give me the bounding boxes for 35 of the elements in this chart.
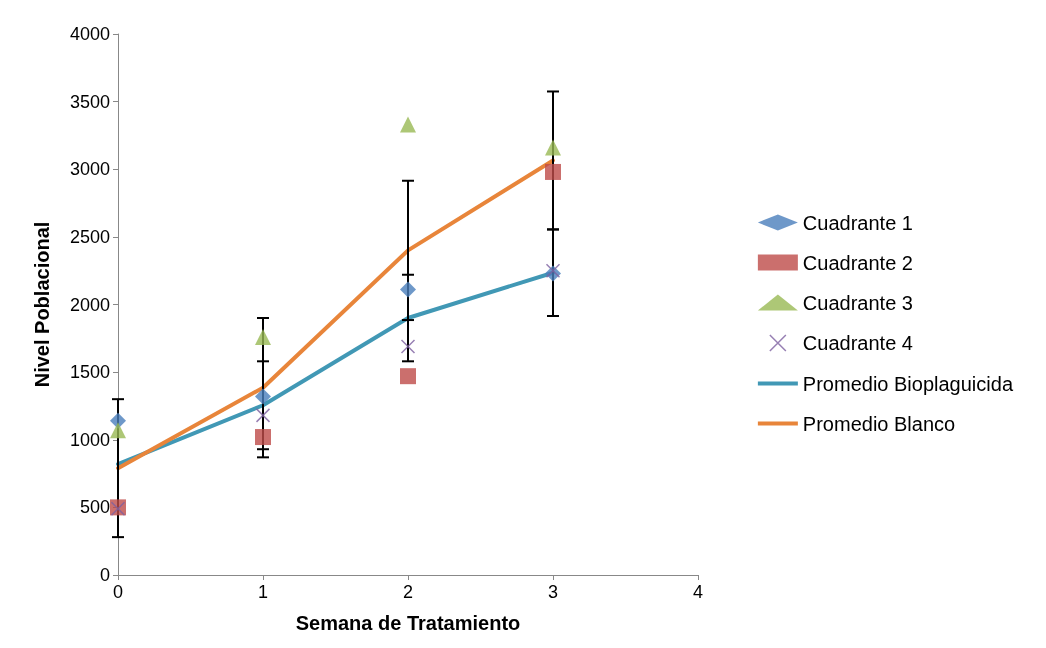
point (400, 368, 416, 385)
y-tick-label: 2500 (69, 226, 110, 247)
y-axis-title: Nivel Poblacional (31, 221, 53, 388)
legend-label: Cuadrante 2 (802, 251, 913, 274)
x-tick-label: 2 (402, 582, 414, 602)
point (545, 263, 561, 278)
line-series (116, 158, 555, 471)
point (400, 339, 416, 354)
y-tick-label: 4000 (69, 24, 110, 44)
point (255, 408, 271, 423)
point (400, 281, 416, 298)
legend-label: Cuadrante 1 (802, 211, 913, 234)
point (545, 163, 561, 180)
legend-label: Cuadrante 3 (802, 291, 913, 314)
y-tick-label: 500 (79, 497, 110, 518)
x-tick-label: 3 (547, 582, 559, 602)
point (110, 422, 126, 439)
y-tick-label: 1000 (69, 429, 110, 450)
y-tick-label: 3500 (69, 91, 110, 112)
point (400, 116, 416, 133)
x-tick-label: 1 (257, 582, 269, 602)
legend-label: Cuadrante 4 (802, 332, 913, 354)
x-tick-label: 4 (692, 582, 704, 602)
point (255, 388, 271, 405)
y-tick-label: 0 (99, 565, 110, 585)
y-tick-label: 1500 (69, 362, 110, 383)
x-axis-title: Semana de Tratamiento (295, 612, 521, 634)
point (545, 139, 561, 156)
legend-label: Promedio Blanco (802, 412, 956, 435)
y-tick-label: 2000 (69, 294, 110, 315)
point (255, 328, 271, 345)
y-tick-label: 3000 (69, 159, 110, 180)
point (255, 429, 271, 446)
x-tick-label: 0 (112, 582, 124, 602)
legend-label: Promedio Bioplaguicida (802, 372, 1014, 395)
